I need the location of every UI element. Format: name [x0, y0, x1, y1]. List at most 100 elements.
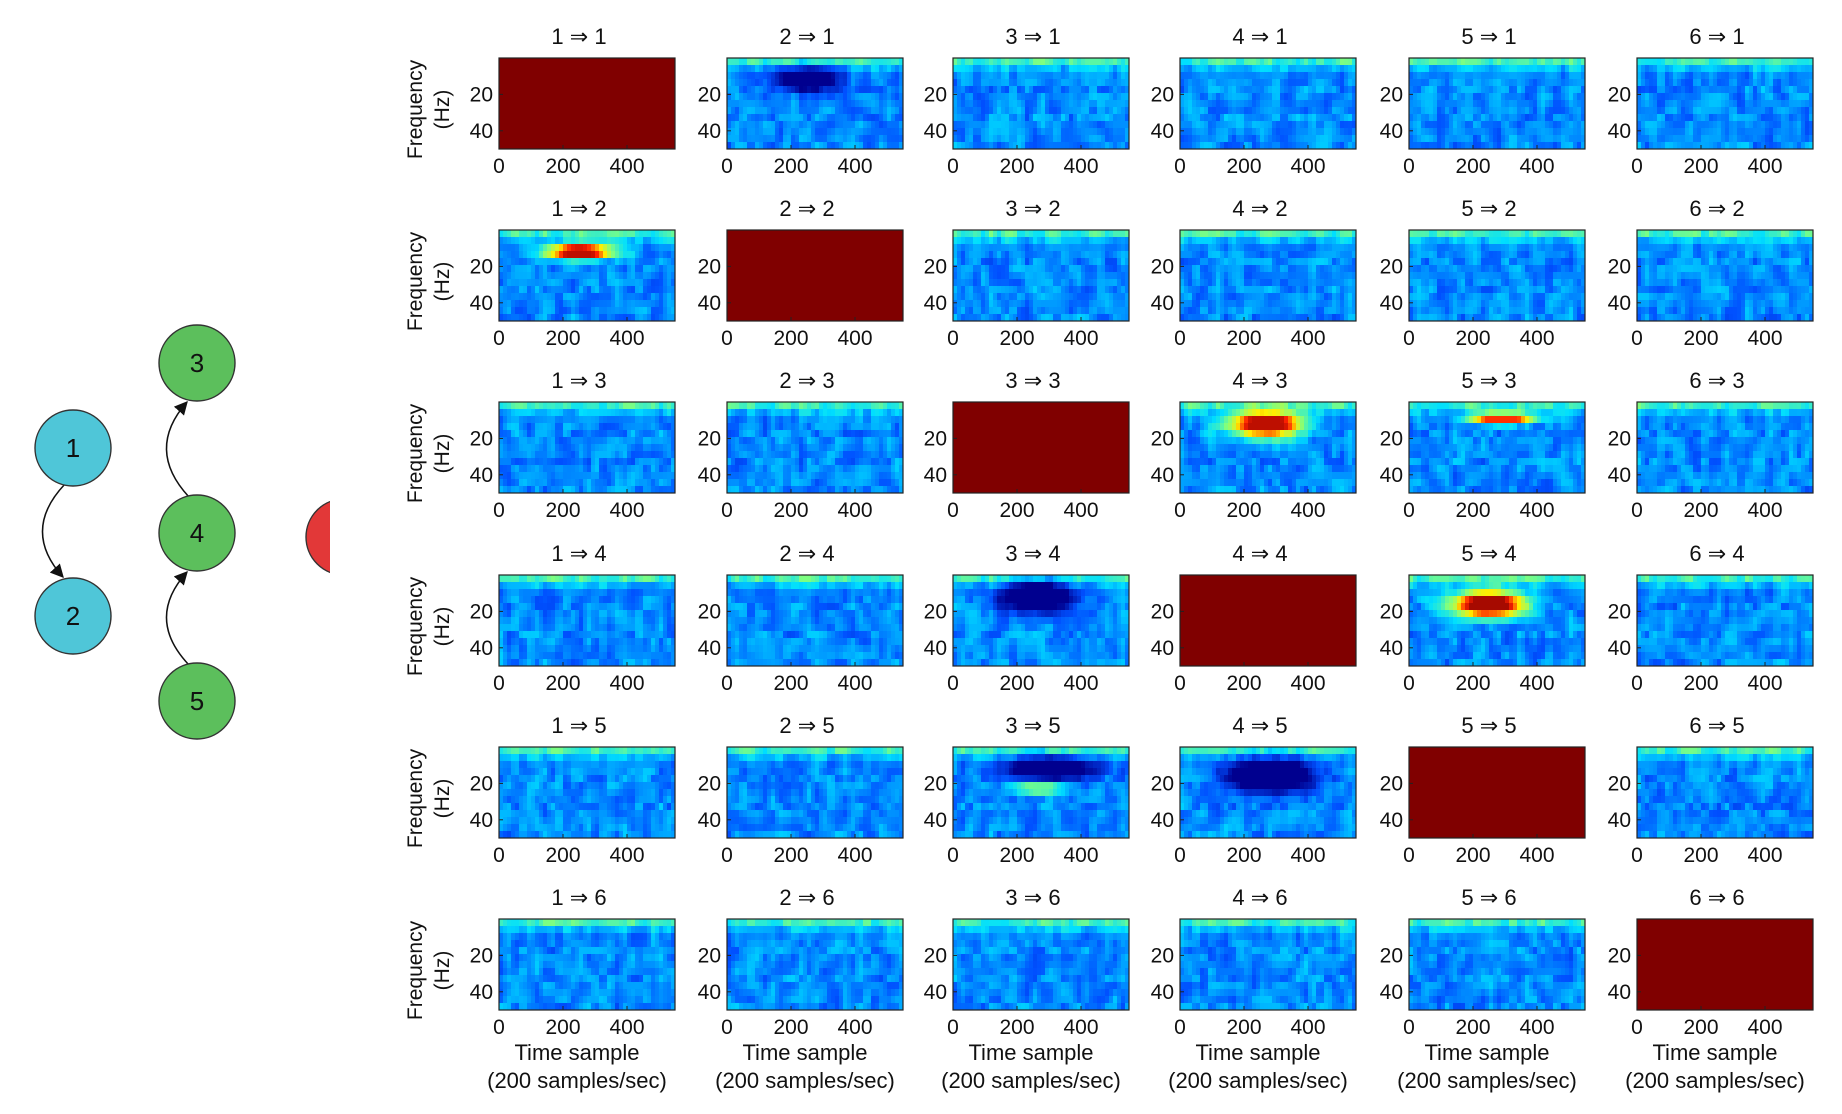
heatmap-cell: [571, 128, 576, 136]
heatmap-cell: [1561, 128, 1566, 136]
heatmap-cell: [639, 279, 644, 287]
heatmap-cell: [571, 93, 576, 101]
heatmap-cell: [1465, 142, 1470, 149]
heatmap-cell: [1513, 114, 1518, 122]
heatmap-cell: [1749, 100, 1754, 108]
heatmap-cell: [1409, 135, 1414, 143]
heatmap-cell: [1477, 93, 1482, 101]
heatmap-cell: [981, 244, 986, 252]
heatmap-cell: [1005, 258, 1010, 266]
heatmap-cell: [591, 93, 596, 101]
heatmap-cell: [863, 286, 868, 294]
heatmap-cell: [1521, 114, 1526, 122]
heatmap-cell: [1244, 142, 1249, 149]
heatmap-cell: [1352, 100, 1356, 108]
heatmap-cell: [1685, 107, 1690, 115]
heatmap-cell: [1757, 107, 1762, 115]
heatmap-cell: [835, 114, 840, 122]
heatmap-cell: [1525, 121, 1530, 129]
heatmap-cell: [1001, 237, 1006, 245]
y-axis-label-unit: (Hz): [431, 262, 454, 302]
heatmap-cell: [1093, 230, 1098, 238]
heatmap-cell: [547, 79, 552, 87]
heatmap-cell: [831, 314, 836, 321]
heatmap-cell: [1232, 100, 1237, 108]
heatmap-cell: [855, 128, 860, 136]
heatmap-cell: [1665, 72, 1670, 80]
heatmap-cell: [899, 135, 903, 143]
heatmap-cell: [607, 142, 612, 149]
heatmap-cell: [883, 272, 888, 280]
heatmap-cell: [985, 121, 990, 129]
heatmap-cell: [891, 128, 896, 136]
heatmap-cell: [1069, 58, 1074, 66]
heatmap-cell: [1033, 107, 1038, 115]
heatmap-cell: [1781, 79, 1786, 87]
heatmap-cell: [1272, 135, 1277, 143]
heatmap-cell: [859, 121, 864, 129]
heatmap-cell: [997, 272, 1002, 280]
heatmap-cell: [1485, 100, 1490, 108]
heatmap-cell: [1469, 135, 1474, 143]
heatmap-cell: [647, 300, 652, 308]
heatmap-cell: [735, 114, 740, 122]
heatmap-cell: [1577, 100, 1582, 108]
heatmap-cell: [639, 300, 644, 308]
heatmap-cell: [883, 128, 888, 136]
heatmap-cell: [819, 100, 824, 108]
heatmap-cell: [539, 114, 544, 122]
heatmap-cell: [1569, 72, 1574, 80]
heatmap-cell: [1461, 142, 1466, 149]
heatmap-cell: [1493, 86, 1498, 94]
heatmap-cell: [1009, 65, 1014, 73]
heatmap-cell: [1320, 100, 1325, 108]
heatmap-cell: [977, 58, 982, 66]
heatmap-cell: [823, 258, 828, 266]
heatmap-cell: [775, 244, 780, 252]
heatmap-cell: [1113, 79, 1118, 87]
heatmap-cell: [1093, 135, 1098, 143]
heatmap-cell: [599, 230, 604, 238]
heatmap-cell: [755, 142, 760, 149]
heatmap-cell: [1117, 121, 1122, 129]
heatmap-cell: [615, 286, 620, 294]
heatmap-cell: [867, 300, 872, 308]
heatmap-cell: [595, 100, 600, 108]
heatmap-cell: [1477, 86, 1482, 94]
heatmap-cell: [1801, 100, 1806, 108]
heatmap-cell: [663, 121, 668, 129]
heatmap-cell: [859, 300, 864, 308]
heatmap-cell: [871, 251, 876, 259]
heatmap-cell: [567, 265, 572, 273]
heatmap-cell: [1517, 121, 1522, 129]
heatmap-cell: [531, 114, 536, 122]
heatmap-cell: [1409, 79, 1414, 87]
heatmap-cell: [1248, 93, 1253, 101]
heatmap-cell: [647, 65, 652, 73]
heatmap-cell: [1505, 58, 1510, 66]
heatmap-cell: [887, 293, 892, 301]
heatmap-cell: [663, 128, 668, 136]
heatmap-cell: [643, 265, 648, 273]
heatmap-cell: [1741, 79, 1746, 87]
heatmap-cell: [599, 272, 604, 280]
heatmap-cell: [1200, 79, 1205, 87]
heatmap-cell: [1637, 79, 1642, 87]
heatmap-cell: [1689, 121, 1694, 129]
heatmap-cell: [611, 307, 616, 315]
heatmap-cell: [739, 142, 744, 149]
heatmap-cell: [743, 272, 748, 280]
heatmap-cell: [579, 93, 584, 101]
heatmap-cell: [827, 300, 832, 308]
panel-title: 1 ⇒ 2: [551, 196, 606, 221]
heatmap-cell: [887, 65, 892, 73]
heatmap-cell: [1649, 58, 1654, 66]
heatmap-cell: [839, 142, 844, 149]
heatmap-cell: [891, 265, 896, 273]
heatmap-cell: [1204, 79, 1209, 87]
heatmap-cell: [981, 128, 986, 136]
heatmap-cell: [515, 237, 520, 245]
heatmap-cell: [815, 258, 820, 266]
heatmap-cell: [997, 86, 1002, 94]
heatmap-cell: [587, 244, 592, 252]
